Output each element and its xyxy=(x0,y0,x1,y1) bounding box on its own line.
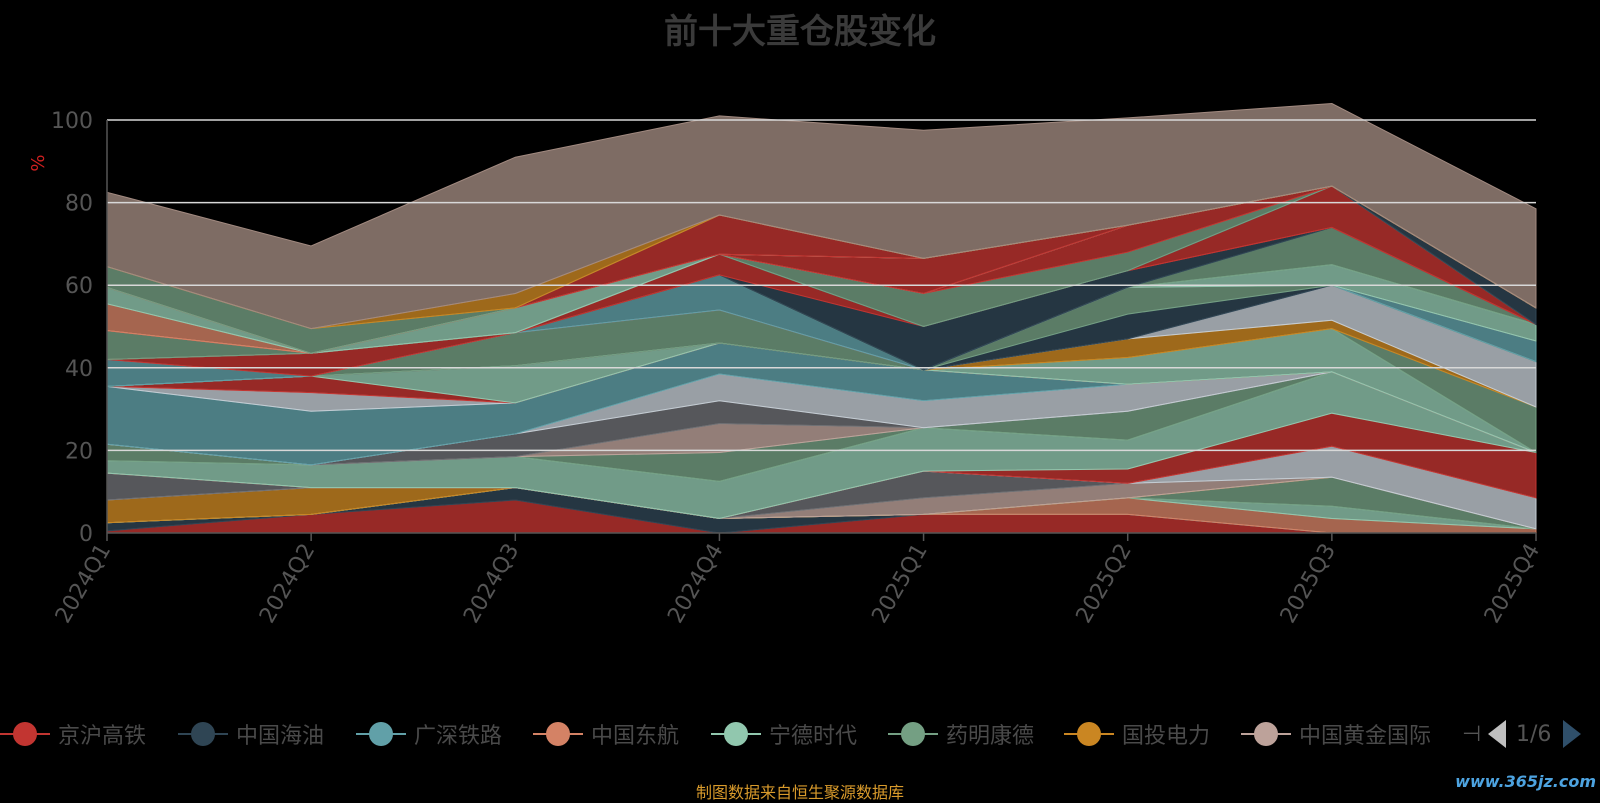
legend-pager: ⊣ 1/6 xyxy=(1462,714,1582,754)
watermark: www.365jz.com xyxy=(1455,772,1596,791)
y-tick-label: 40 xyxy=(65,357,93,382)
legend-label: 中国海油 xyxy=(236,724,325,749)
legend: 京沪高铁 中国海油 广深铁路 中国东航 宁德时代 药明康德 国投电力 中国黄金国际 xyxy=(0,714,1600,754)
legend-marker-icon xyxy=(711,720,761,748)
y-tick-label: 0 xyxy=(79,522,93,547)
legend-label: 京沪高铁 xyxy=(58,724,147,749)
legend-marker-icon xyxy=(0,720,50,748)
x-tick-label: 2024Q3 xyxy=(459,540,524,628)
x-tick-label: 2024Q4 xyxy=(663,540,728,628)
legend-next-page-icon[interactable] xyxy=(1563,720,1582,748)
legend-item[interactable]: 国投电力 xyxy=(1064,714,1210,754)
legend-item[interactable]: 中国黄金国际 xyxy=(1241,714,1431,754)
legend-item[interactable]: 广深铁路 xyxy=(356,714,502,754)
y-tick-label: 20 xyxy=(65,439,93,464)
gridlines xyxy=(107,119,1536,452)
legend-label: 药明康德 xyxy=(946,724,1035,749)
legend-label: 广深铁路 xyxy=(414,724,503,749)
x-tick-label: 2024Q1 xyxy=(51,540,116,628)
legend-marker-icon xyxy=(1241,720,1291,748)
legend-item[interactable]: 中国海油 xyxy=(178,714,324,754)
legend-marker-icon xyxy=(533,720,583,748)
legend-label: 国投电力 xyxy=(1122,724,1211,749)
legend-end-icon: ⊣ xyxy=(1462,721,1482,747)
x-tick-label: 2025Q1 xyxy=(867,540,932,628)
x-tick-label: 2025Q2 xyxy=(1072,540,1137,628)
legend-item[interactable]: 宁德时代 xyxy=(711,714,857,754)
legend-marker-icon xyxy=(1064,720,1114,748)
legend-label: 中国黄金国际 xyxy=(1299,724,1432,749)
area-series-45[interactable] xyxy=(106,102,1537,330)
legend-item[interactable]: 中国东航 xyxy=(533,714,679,754)
legend-marker-icon xyxy=(888,720,938,748)
legend-label: 中国东航 xyxy=(591,724,680,749)
legend-prev-page-icon[interactable] xyxy=(1488,720,1506,748)
x-tick-label: 2025Q3 xyxy=(1276,540,1341,628)
legend-page-indicator: 1/6 xyxy=(1516,721,1552,747)
y-axis-unit-label: % xyxy=(28,154,49,171)
legend-label: 宁德时代 xyxy=(769,724,858,749)
y-tick-label: 100 xyxy=(51,109,93,134)
chart-title: 前十大重仓股变化 xyxy=(664,12,936,52)
y-tick-label: 80 xyxy=(65,192,93,217)
x-tick-label: 2024Q2 xyxy=(255,540,320,628)
x-tick-label: 2025Q4 xyxy=(1480,540,1545,628)
legend-marker-icon xyxy=(178,720,228,748)
source-note: 制图数据来自恒生聚源数据库 xyxy=(695,783,904,802)
legend-item[interactable]: 京沪高铁 xyxy=(0,714,146,754)
legend-item[interactable]: 药明康德 xyxy=(888,714,1034,754)
y-tick-label: 60 xyxy=(65,274,93,299)
area-series-group xyxy=(106,102,1537,534)
legend-marker-icon xyxy=(356,720,406,748)
